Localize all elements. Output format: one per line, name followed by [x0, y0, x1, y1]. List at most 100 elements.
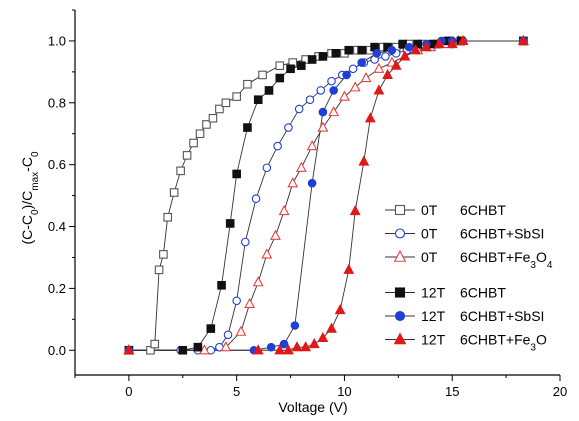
data-point: [253, 95, 263, 105]
legend-sample: 6CHBT+Fe3O: [460, 332, 547, 354]
series-points: [124, 36, 528, 355]
data-point: [244, 297, 256, 308]
data-point: [373, 62, 385, 73]
legend-sample: 6CHBT+SbSI: [460, 226, 544, 242]
data-point: [264, 86, 274, 95]
data-point: [295, 161, 307, 172]
y-axis-label-part: -C: [19, 157, 35, 172]
x-tick-label: 10: [337, 384, 351, 399]
data-point: [413, 39, 423, 49]
data-point: [206, 324, 216, 333]
data-point: [169, 188, 179, 197]
legend-marker: [393, 332, 407, 345]
series-points: [123, 34, 529, 355]
data-point: [223, 330, 233, 340]
data-point: [282, 344, 294, 355]
legend-marker: [394, 310, 406, 322]
y-tick-label: 0.4: [48, 219, 66, 234]
data-point: [339, 90, 350, 101]
data-point: [420, 41, 432, 52]
data-point: [291, 341, 303, 352]
legend-label-part: 3: [530, 260, 536, 271]
legend-label-part: 6CHBT+SbSI: [460, 226, 544, 242]
y-tick-label: 1.0: [48, 33, 66, 48]
legend-label-part: O: [536, 332, 547, 348]
data-point: [348, 64, 358, 74]
data-point: [284, 123, 293, 132]
data-point: [221, 98, 231, 108]
data-point: [294, 104, 304, 114]
data-point: [331, 49, 341, 58]
data-point: [150, 339, 160, 349]
y-tick-label: 0.0: [48, 343, 66, 358]
legend-sample: 6CHBT: [460, 285, 506, 301]
data-point: [358, 155, 370, 166]
data-point: [270, 229, 281, 240]
y-tick-label: 0.8: [48, 95, 66, 110]
legend-field: 12T: [421, 285, 446, 301]
data-point: [182, 151, 192, 160]
data-point: [390, 59, 402, 70]
data-point: [154, 265, 164, 275]
data-point: [297, 61, 306, 70]
data-point: [176, 166, 185, 176]
y-axis-label: (C-C0)/Cmax-C0: [19, 151, 41, 244]
legend-label-part: 6CHBT+SbSI: [460, 308, 544, 324]
legend-sample: 6CHBT: [460, 202, 506, 218]
data-point: [349, 81, 361, 92]
data-point: [446, 37, 458, 49]
data-point: [372, 49, 382, 58]
legend-marker: [394, 287, 406, 298]
data-point: [159, 250, 168, 259]
x-tick-label: 0: [125, 384, 132, 399]
legend-label-part: 4: [547, 260, 553, 271]
data-point: [307, 178, 317, 188]
y-tick-label: 0.6: [48, 157, 66, 172]
legend-field: 0T: [421, 202, 438, 218]
data-point: [240, 237, 250, 247]
data-point: [202, 120, 211, 129]
series-line: [128, 40, 524, 351]
data-point: [410, 44, 421, 55]
data-point: [318, 107, 328, 117]
data-point: [305, 95, 315, 105]
data-point: [163, 212, 172, 222]
data-point: [251, 194, 261, 203]
data-point: [318, 52, 328, 61]
tick-marks: [69, 9, 561, 381]
data-point: [308, 338, 320, 349]
data-point: [317, 331, 329, 342]
data-point: [279, 339, 289, 349]
data-point: [274, 344, 286, 355]
data-point: [232, 296, 241, 306]
y-axis-label-part: max: [30, 172, 41, 191]
data-point: [193, 342, 203, 352]
data-point: [220, 341, 232, 352]
data-point: [433, 37, 445, 49]
legend-field: 0T: [421, 249, 438, 265]
y-axis-label-part: 0: [30, 151, 41, 157]
series-points: [124, 36, 528, 355]
data-point: [349, 205, 361, 216]
data-point: [215, 104, 224, 114]
x-tick-label: 5: [233, 384, 240, 399]
data-point: [387, 45, 397, 55]
legend-label-part: 6CHBT: [460, 285, 506, 301]
axes: [74, 10, 560, 376]
data-point: [360, 72, 372, 83]
data-point: [373, 84, 385, 95]
legend-marker: [394, 204, 406, 216]
data-point: [262, 163, 272, 173]
data-point: [232, 92, 241, 101]
x-axis-label: Voltage (V): [278, 399, 347, 415]
legend-field: 12T: [421, 308, 446, 324]
data-point: [334, 303, 346, 315]
y-axis-label-part: (C-C: [19, 215, 35, 245]
data-point: [357, 58, 366, 67]
legend-marker: [393, 249, 407, 262]
y-axis-label-part: 0: [30, 209, 41, 215]
legend-sample: 6CHBT+SbSI: [460, 308, 544, 324]
data-point: [306, 140, 318, 151]
